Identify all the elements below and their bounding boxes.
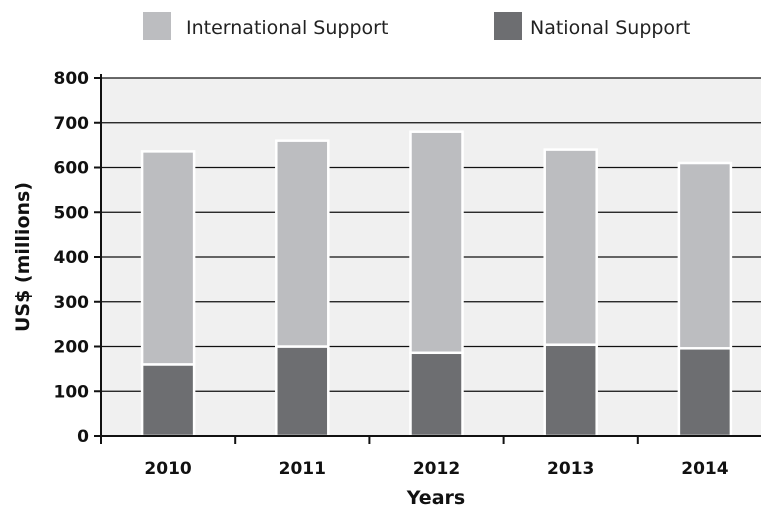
legend-label-international: International Support (186, 17, 388, 39)
bar-national-2010 (140, 363, 196, 438)
legend-swatch-national (494, 12, 522, 40)
x-tick-label: 2014 (681, 459, 728, 479)
x-axis-ticks: 2010 2011 2012 2013 2014 (100, 436, 729, 479)
bar-national-2014 (677, 347, 733, 438)
x-tick-label: 2010 (144, 459, 191, 479)
legend: International Support National Support (143, 12, 690, 40)
bar-international-2011 (275, 139, 330, 348)
y-tick-label: 600 (54, 159, 90, 179)
y-axis-ticks: 0 100 200 300 400 500 600 700 800 (54, 69, 101, 447)
bar-national-2012 (409, 351, 464, 438)
y-tick-label: 800 (54, 69, 90, 89)
x-axis-title: Years (406, 487, 465, 509)
bar-international-2013 (543, 148, 598, 346)
bars (140, 130, 733, 438)
legend-label-national: National Support (530, 17, 690, 39)
y-tick-label: 0 (77, 427, 89, 447)
bar-international-2010 (140, 150, 196, 366)
axes (100, 74, 761, 437)
x-tick-label: 2013 (547, 459, 594, 479)
y-tick-label: 700 (54, 114, 90, 134)
bar-international-2014 (677, 161, 733, 350)
y-tick-label: 200 (54, 338, 90, 358)
y-tick-label: 300 (54, 293, 90, 313)
y-tick-label: 100 (54, 382, 90, 402)
x-tick-label: 2012 (413, 459, 460, 479)
bar-international-2012 (409, 130, 464, 355)
bar-national-2011 (275, 345, 330, 438)
y-axis-title: US$ (millions) (12, 182, 34, 332)
x-tick-label: 2011 (279, 459, 326, 479)
y-tick-label: 400 (54, 248, 90, 268)
y-tick-label: 500 (54, 203, 90, 223)
bar-national-2013 (543, 343, 598, 438)
legend-swatch-international (143, 12, 171, 40)
